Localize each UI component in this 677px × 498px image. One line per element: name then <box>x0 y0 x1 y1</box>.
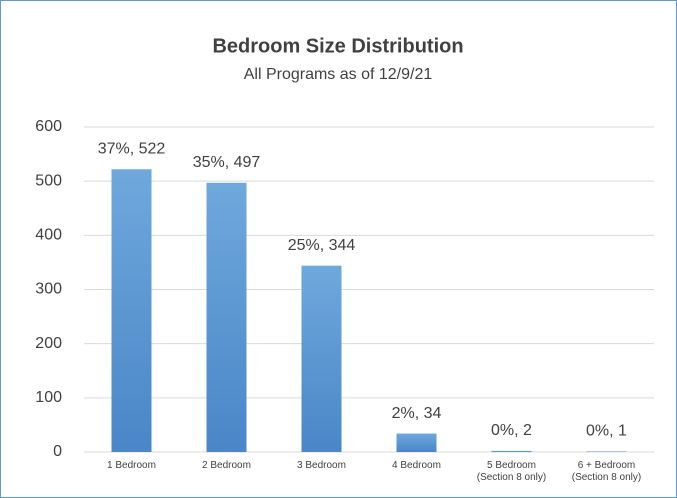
data-label: 0%, 1 <box>586 423 627 440</box>
x-tick-label: 6 + Bedroom (Section 8 only) <box>571 460 642 483</box>
bar <box>491 450 532 452</box>
bar <box>206 182 247 452</box>
data-label: 25%, 344 <box>288 237 356 254</box>
chart-subtitle: All Programs as of 12/9/21 <box>244 66 433 83</box>
data-label: 2%, 34 <box>392 405 442 422</box>
bar <box>396 433 437 452</box>
x-tick-label: 4 Bedroom <box>392 460 441 471</box>
bar <box>301 265 342 452</box>
data-label: 37%, 522 <box>98 140 166 157</box>
y-tick-label: 300 <box>35 281 62 298</box>
y-tick-label: 400 <box>35 227 62 244</box>
bar <box>586 451 627 452</box>
bar <box>111 169 152 452</box>
x-tick-label: 3 Bedroom <box>297 460 346 471</box>
y-tick-label: 100 <box>35 389 62 406</box>
chart-title: Bedroom Size Distribution <box>212 35 463 57</box>
y-tick-label: 500 <box>35 172 62 189</box>
data-label: 0%, 2 <box>491 422 532 439</box>
y-tick-label: 600 <box>35 118 62 135</box>
x-tick-label: 1 Bedroom <box>107 460 156 471</box>
y-tick-label: 0 <box>53 443 62 460</box>
x-tick-label: 2 Bedroom <box>202 460 251 471</box>
y-tick-label: 200 <box>35 335 62 352</box>
x-tick-label: 5 Bedroom (Section 8 only) <box>476 460 547 483</box>
data-label: 35%, 497 <box>193 154 261 171</box>
